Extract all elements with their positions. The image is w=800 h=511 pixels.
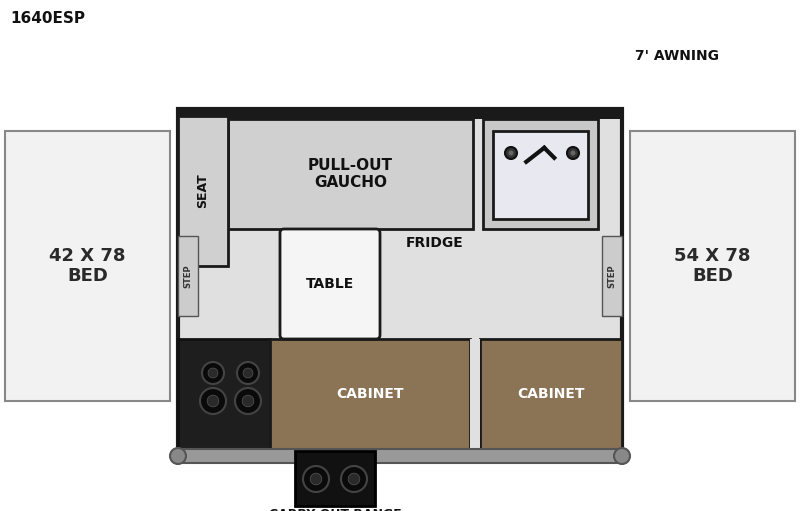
Circle shape xyxy=(208,368,218,378)
Bar xyxy=(228,276,348,326)
Text: PULL-OUT
GAUCHO: PULL-OUT GAUCHO xyxy=(308,158,393,190)
Circle shape xyxy=(310,473,322,485)
Circle shape xyxy=(200,388,226,414)
Bar xyxy=(5,131,170,401)
Bar xyxy=(358,276,478,326)
Circle shape xyxy=(242,395,254,407)
Text: CARRY OUT RANGE: CARRY OUT RANGE xyxy=(269,508,402,511)
Text: 1640ESP: 1640ESP xyxy=(10,11,85,26)
Bar xyxy=(295,451,375,506)
FancyBboxPatch shape xyxy=(280,229,380,339)
Bar xyxy=(178,116,228,266)
Text: TABLE: TABLE xyxy=(306,277,354,291)
Circle shape xyxy=(570,151,575,155)
Bar xyxy=(228,331,348,381)
Circle shape xyxy=(202,362,224,384)
Circle shape xyxy=(341,466,367,492)
Bar xyxy=(358,226,478,271)
Text: STEP: STEP xyxy=(183,264,193,288)
Bar xyxy=(178,236,198,316)
Circle shape xyxy=(303,466,329,492)
Circle shape xyxy=(348,473,360,485)
Text: 42 X 78
BED: 42 X 78 BED xyxy=(50,247,126,286)
Circle shape xyxy=(237,362,259,384)
Text: FRIDGE: FRIDGE xyxy=(406,236,464,250)
Bar xyxy=(470,339,480,449)
Bar xyxy=(358,331,478,381)
Circle shape xyxy=(170,448,186,464)
Circle shape xyxy=(567,147,579,159)
Circle shape xyxy=(505,147,517,159)
Bar xyxy=(228,119,473,229)
Bar xyxy=(630,131,795,401)
Bar xyxy=(178,109,622,449)
Bar xyxy=(178,449,622,463)
Text: CABINET: CABINET xyxy=(518,387,585,401)
Text: CABINET: CABINET xyxy=(336,387,404,401)
Bar xyxy=(228,226,348,271)
Bar xyxy=(480,339,622,449)
Text: STEP: STEP xyxy=(607,264,617,288)
Circle shape xyxy=(207,395,219,407)
Bar xyxy=(493,131,588,219)
Circle shape xyxy=(614,448,630,464)
Text: 7' AWNING: 7' AWNING xyxy=(635,49,719,63)
Circle shape xyxy=(509,151,514,155)
Bar xyxy=(483,119,598,229)
Bar xyxy=(178,109,622,119)
Circle shape xyxy=(243,368,253,378)
Bar xyxy=(270,339,470,449)
Text: SEAT: SEAT xyxy=(197,174,210,208)
Circle shape xyxy=(235,388,261,414)
Bar xyxy=(390,241,475,381)
Bar xyxy=(602,236,622,316)
Bar xyxy=(178,339,270,449)
Text: 54 X 78
BED: 54 X 78 BED xyxy=(674,247,750,286)
